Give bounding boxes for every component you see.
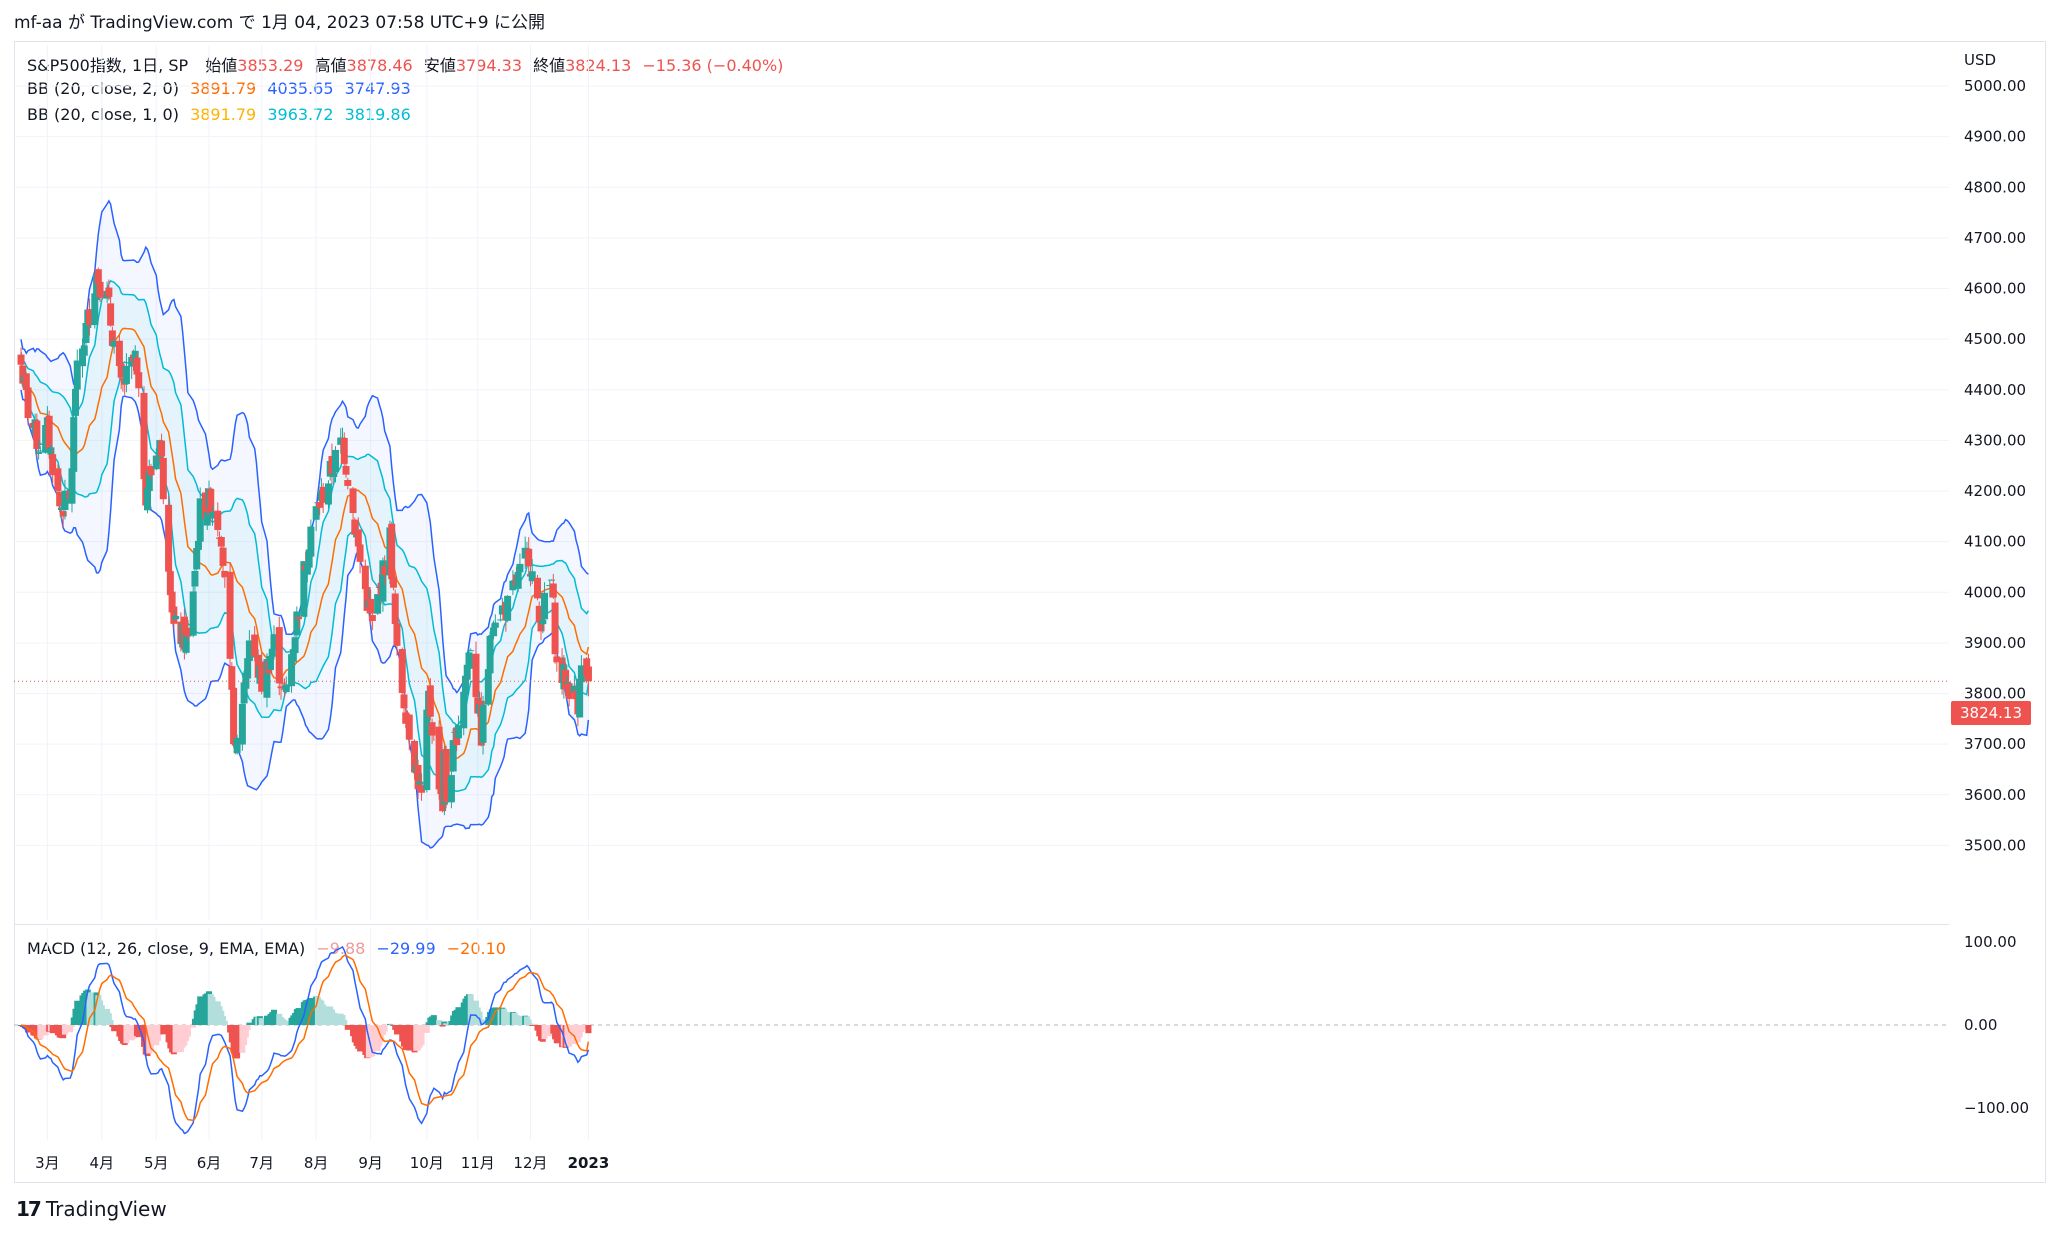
bb2-basis-value: 3891.79	[190, 79, 257, 98]
tradingview-logo[interactable]: 𝟭𝟳 TradingView	[16, 1197, 167, 1221]
bb2-legend[interactable]: BB (20, close, 2, 0) 3891.79 4035.65 374…	[27, 79, 417, 98]
macd-signal-value: −20.10	[446, 939, 506, 958]
bb1-upper-value: 3963.72	[267, 105, 334, 124]
symbol-legend: S&P500指数, 1日, SP 始値3853.29 高値3878.46 安値3…	[27, 52, 789, 76]
open-label: 始値	[205, 56, 238, 75]
bb1-lower-value: 3819.86	[344, 105, 411, 124]
macd-line-value: −29.99	[376, 939, 436, 958]
change-value: −15.36 (−0.40%)	[642, 56, 784, 75]
low-value: 3794.33	[455, 56, 522, 75]
bb2-upper-value: 4035.65	[267, 79, 334, 98]
close-label: 終値	[533, 56, 566, 75]
bb1-legend[interactable]: BB (20, close, 1, 0) 3891.79 3963.72 381…	[27, 105, 417, 124]
bb1-basis-value: 3891.79	[190, 105, 257, 124]
macd-label: MACD (12, 26, close, 9, EMA, EMA)	[27, 939, 306, 958]
macd-legend[interactable]: MACD (12, 26, close, 9, EMA, EMA) −9.88 …	[27, 939, 512, 958]
currency-label[interactable]: USD	[1964, 51, 1997, 69]
bb2-label: BB (20, close, 2, 0)	[27, 79, 179, 98]
high-value: 3878.46	[346, 56, 413, 75]
last-price-tag: 3824.13	[1951, 701, 2031, 725]
bb2-lower-value: 3747.93	[344, 79, 411, 98]
high-label: 高値	[314, 56, 347, 75]
bb1-label: BB (20, close, 1, 0)	[27, 105, 179, 124]
symbol-name[interactable]: S&P500指数, 1日, SP	[27, 56, 189, 75]
brand-name: TradingView	[45, 1197, 167, 1221]
publish-header: mf-aa が TradingView.com で 1月 04, 2023 07…	[14, 13, 545, 33]
pane-separator[interactable]	[14, 924, 1949, 925]
close-value: 3824.13	[565, 56, 632, 75]
chart-frame	[14, 41, 2046, 1183]
macd-hist-value: −9.88	[316, 939, 366, 958]
tradingview-logo-icon: 𝟭𝟳	[16, 1197, 42, 1221]
low-label: 安値	[423, 56, 456, 75]
open-value: 3853.29	[237, 56, 304, 75]
